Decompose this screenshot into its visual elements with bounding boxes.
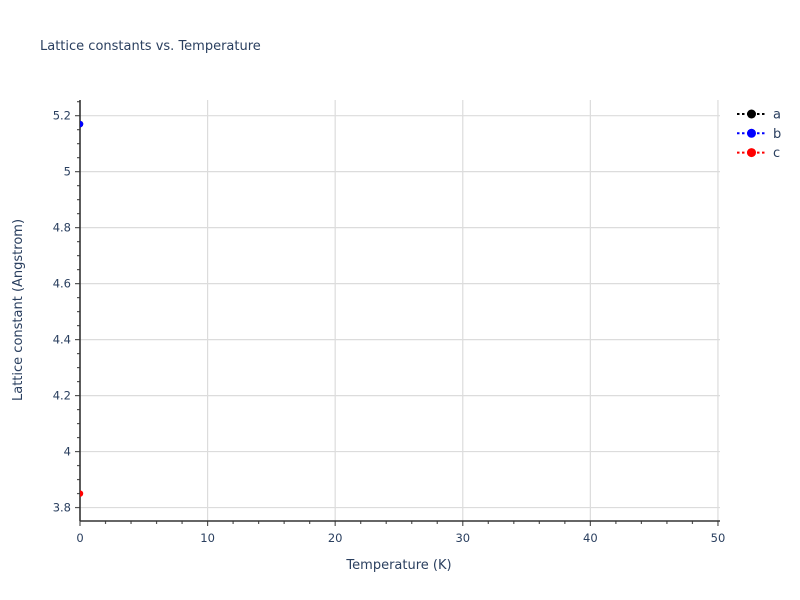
x-tick-label: 10 (200, 531, 215, 545)
x-tick-label: 20 (328, 531, 343, 545)
axis-ticks-layer (75, 101, 719, 526)
legend-item-c[interactable]: c (737, 146, 780, 161)
y-tick-label: 4 (64, 445, 71, 459)
legend-marker (747, 128, 756, 138)
data-points-layer (80, 120, 84, 497)
y-tick-label: 3.8 (53, 501, 71, 515)
y-tick-label: 4.2 (53, 389, 71, 403)
x-tick-label: 50 (711, 531, 726, 545)
legend-label: c (773, 146, 780, 161)
data-point-b (80, 120, 84, 128)
tick-labels-layer: 0 10 20 30 40 50 3.8 4 4.2 4.4 4.6 4.8 5 5.2 (53, 109, 726, 545)
legend-label: a (773, 108, 781, 123)
legend-marker (747, 109, 756, 119)
y-tick-label: 5 (64, 165, 71, 179)
legend-label: b (773, 127, 781, 142)
y-tick-label: 4.8 (53, 221, 71, 235)
x-tick-label: 30 (455, 531, 470, 545)
x-tick-label: 40 (583, 531, 598, 545)
y-tick-label: 4.4 (53, 333, 71, 347)
legend-item-b[interactable]: b (737, 127, 781, 142)
chart-title: Lattice constants vs. Temperature (40, 39, 261, 54)
gridlines-layer (80, 100, 720, 521)
data-point-c (80, 490, 84, 497)
legend: abc (737, 108, 781, 161)
legend-marker (747, 148, 756, 158)
y-tick-label: 5.2 (53, 109, 71, 123)
y-tick-label: 4.6 (53, 277, 71, 291)
x-tick-label: 0 (76, 531, 83, 545)
y-axis-title: Lattice constant (Angstrom) (11, 219, 26, 401)
legend-item-a[interactable]: a (737, 108, 781, 123)
axis-lines-layer (79, 100, 720, 522)
x-axis-title: Temperature (K) (345, 558, 451, 573)
